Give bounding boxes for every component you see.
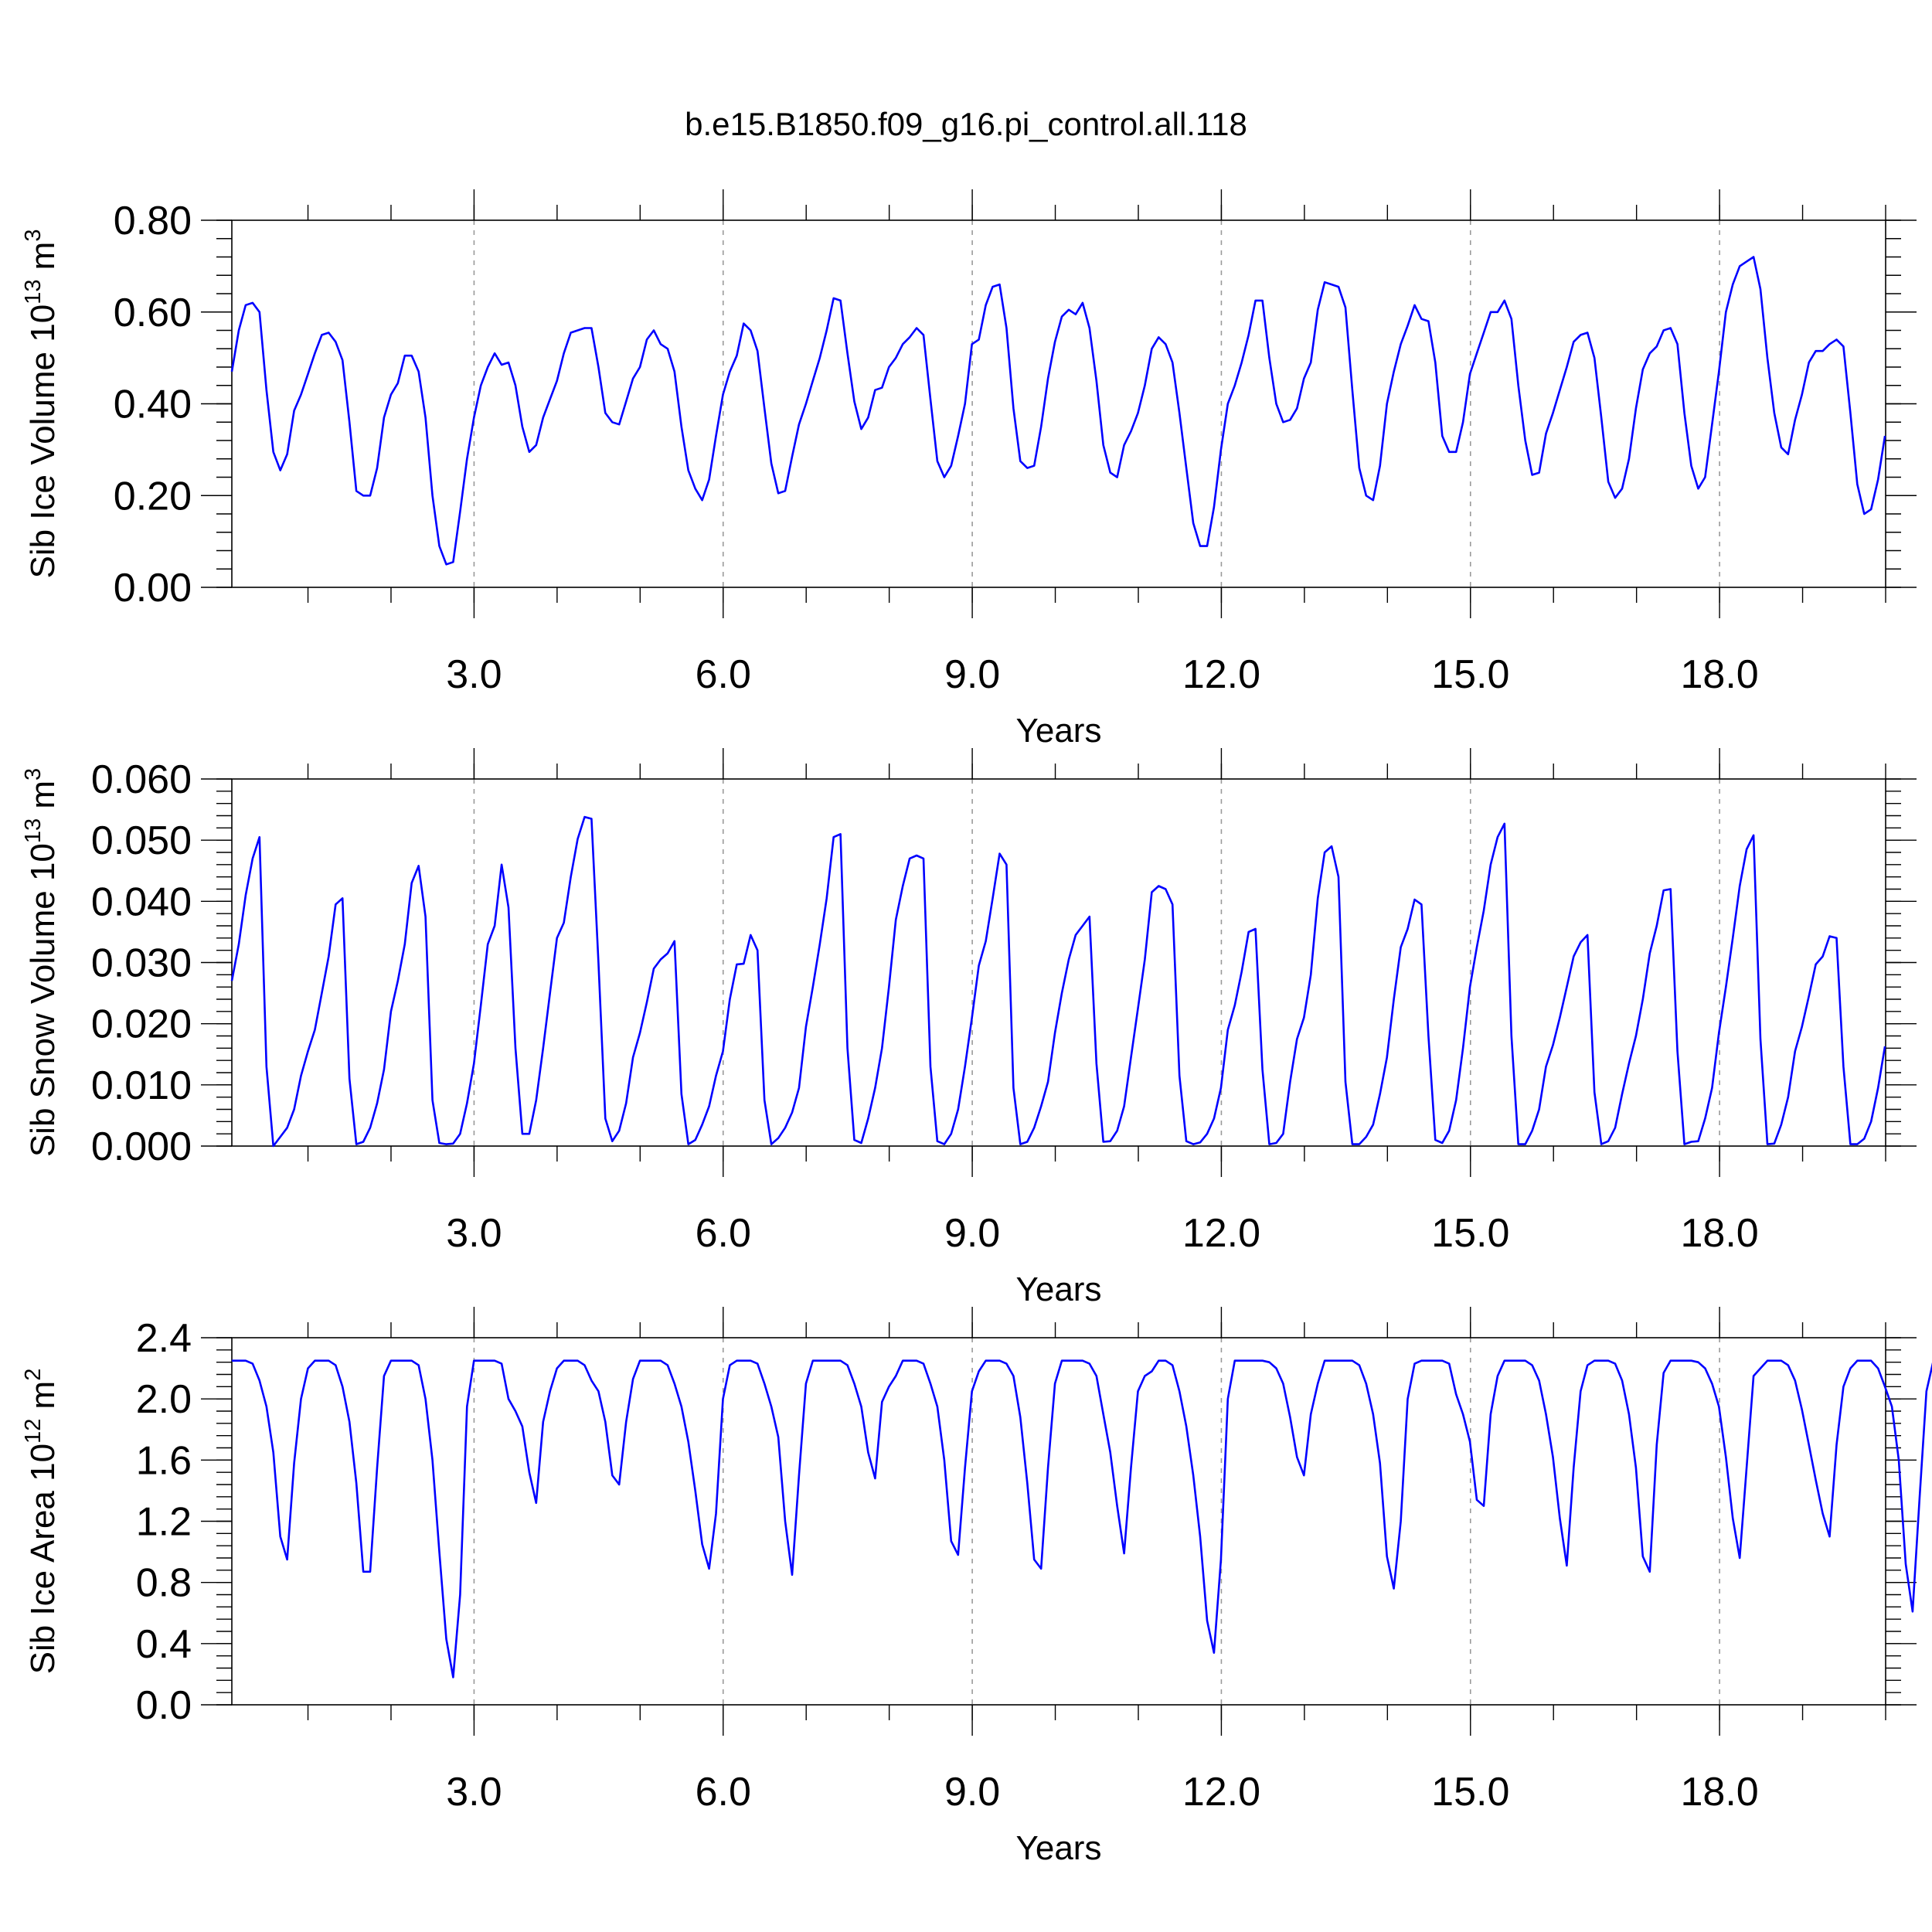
x-tick-label: 12.0 <box>1182 652 1260 697</box>
x-tick-label: 15.0 <box>1431 652 1509 697</box>
y-tick-label: 0.030 <box>91 941 192 986</box>
x-tick-label: 9.0 <box>944 1211 1000 1256</box>
y-tick-label: 0.40 <box>114 383 192 427</box>
y-axis-title: Sib Snow Volume 1013 m3 <box>21 768 62 1157</box>
y-tick-label: 0.020 <box>91 1002 192 1047</box>
y-tick-label: 0.050 <box>91 818 192 863</box>
x-tick-label: 6.0 <box>696 1770 751 1815</box>
y-tick-label: 0.8 <box>136 1561 192 1606</box>
x-tick-label: 12.0 <box>1182 1770 1260 1815</box>
y-tick-label: 0.0 <box>136 1683 192 1728</box>
y-tick-label: 2.4 <box>136 1316 192 1361</box>
x-tick-label: 3.0 <box>446 1211 502 1256</box>
chart-panel-1: 0.00 0.20 0.40 0.60 0.80 3.0 6.0 9.0 12.0 15.0 18.… <box>21 189 1917 750</box>
y-tick-label: 0.010 <box>91 1063 192 1108</box>
chart-panel-2: 0.000 0.010 0.020 0.030 0.040 0.050 0.060 3.0 6.… <box>21 748 1917 1308</box>
y-tick-label: 1.2 <box>136 1500 192 1545</box>
series-line <box>230 256 1886 566</box>
x-tick-label: 18.0 <box>1680 1211 1758 1256</box>
x-tick-label: 3.0 <box>446 1770 502 1815</box>
x-tick-label: 3.0 <box>446 652 502 697</box>
plot-frame <box>231 778 1886 1147</box>
plot-frame <box>231 1337 1886 1706</box>
y-tick-label: 2.0 <box>136 1377 192 1422</box>
series-line <box>230 815 1886 1148</box>
x-axis-title: Years <box>1016 1829 1102 1867</box>
y-tick-label: 1.6 <box>136 1438 192 1483</box>
y-tick-label: 0.040 <box>91 879 192 924</box>
figure-title: b.e15.B1850.f09_g16.pi_control.all.118 <box>685 106 1247 142</box>
x-axis-title: Years <box>1016 712 1102 750</box>
y-axis-title: Sib Ice Area 1012 m2 <box>21 1369 62 1675</box>
chart-panel-3: 0.0 0.4 0.8 1.2 1.6 2.0 2.4 3.0 6.0 9.0 12.0 15.0 18… <box>21 1307 1932 1867</box>
y-tick-label: 0.60 <box>114 291 192 335</box>
panels: 0.00 0.20 0.40 0.60 0.80 3.0 6.0 9.0 12.0 15.0 18.… <box>21 189 1932 1867</box>
x-tick-label: 6.0 <box>696 1211 751 1256</box>
x-tick-label: 15.0 <box>1431 1211 1509 1256</box>
x-tick-label: 12.0 <box>1182 1211 1260 1256</box>
x-tick-label: 15.0 <box>1431 1770 1509 1815</box>
y-tick-label: 0.80 <box>114 199 192 243</box>
x-tick-label: 9.0 <box>944 1770 1000 1815</box>
y-tick-label: 0.000 <box>91 1124 192 1169</box>
y-tick-label: 0.4 <box>136 1622 192 1667</box>
y-axis-title: Sib Ice Volume 1013 m3 <box>21 230 62 579</box>
y-tick-label: 0.00 <box>114 566 192 611</box>
series-line <box>232 1359 1932 1679</box>
x-tick-label: 18.0 <box>1680 1770 1758 1815</box>
x-axis-title: Years <box>1016 1270 1102 1308</box>
y-tick-label: 0.060 <box>91 757 192 802</box>
x-tick-label: 6.0 <box>696 652 751 697</box>
x-tick-label: 18.0 <box>1680 652 1758 697</box>
y-tick-label: 0.20 <box>114 474 192 519</box>
x-tick-label: 9.0 <box>944 652 1000 697</box>
